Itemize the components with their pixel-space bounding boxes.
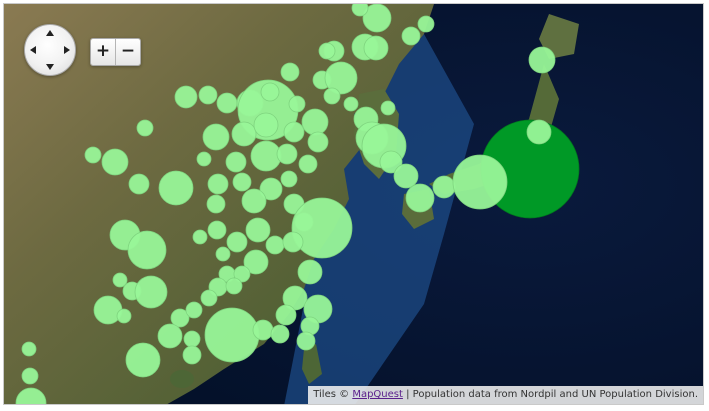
city-bubble[interactable] (250, 140, 282, 172)
city-bubble[interactable] (21, 341, 37, 357)
city-bubble[interactable] (196, 151, 212, 167)
city-bubble[interactable] (432, 175, 456, 199)
city-bubble[interactable] (243, 249, 269, 275)
city-bubble[interactable] (158, 170, 194, 206)
city-bubble[interactable] (323, 87, 341, 105)
arrow-left-icon[interactable] (30, 46, 36, 54)
city-bubble[interactable] (174, 85, 198, 109)
attribution-text: Population data from Nordpil and UN Popu… (412, 389, 698, 400)
city-bubble[interactable] (307, 131, 329, 153)
city-bubble[interactable] (241, 188, 267, 214)
satellite-map[interactable] (4, 4, 704, 405)
city-bubble[interactable] (259, 177, 283, 201)
city-bubble[interactable] (101, 148, 129, 176)
city-bubble[interactable] (204, 307, 260, 363)
city-bubble[interactable] (15, 387, 47, 405)
arrow-down-icon[interactable] (46, 64, 54, 70)
city-bubble[interactable] (116, 308, 132, 324)
city-bubble[interactable] (21, 367, 39, 385)
taiwan (302, 344, 322, 384)
city-bubble[interactable] (183, 330, 201, 348)
attribution-separator: | (406, 389, 410, 400)
city-bubble[interactable] (215, 246, 231, 262)
city-bubble[interactable] (245, 217, 271, 243)
japan-hokkaido (539, 14, 579, 59)
city-bubble[interactable] (231, 121, 257, 147)
city-bubble[interactable] (226, 231, 248, 253)
city-bubble[interactable] (528, 46, 556, 74)
population-bubbles (15, 4, 580, 405)
map-attribution: Tiles © MapQuest | Population data from … (308, 386, 703, 404)
mapquest-link[interactable]: MapQuest (352, 389, 403, 400)
city-bubble[interactable] (265, 235, 285, 255)
city-bubble[interactable] (192, 229, 208, 245)
city-bubble[interactable] (298, 154, 318, 174)
city-bubble[interactable] (401, 26, 421, 46)
city-bubble[interactable] (232, 172, 252, 192)
city-bubble[interactable] (379, 150, 403, 174)
city-bubble[interactable] (202, 123, 230, 151)
hainan (170, 370, 194, 388)
city-bubble[interactable] (393, 163, 419, 189)
city-bubble[interactable] (134, 275, 168, 309)
city-bubble[interactable] (128, 173, 150, 195)
city-bubble[interactable] (207, 220, 227, 240)
city-bubble[interactable] (182, 345, 202, 365)
city-bubble[interactable] (270, 324, 290, 344)
city-bubble[interactable] (185, 301, 203, 319)
city-bubble[interactable] (170, 308, 190, 328)
city-bubble[interactable] (282, 231, 304, 253)
city-bubble[interactable] (207, 173, 229, 195)
city-bubble[interactable] (291, 197, 353, 259)
city-bubble[interactable] (297, 259, 323, 285)
city-bubble[interactable] (301, 108, 329, 136)
city-bubble[interactable] (343, 96, 359, 112)
city-bubble[interactable] (198, 85, 218, 105)
city-bubble[interactable] (206, 194, 226, 214)
city-bubble[interactable] (112, 272, 128, 288)
city-bubble[interactable] (127, 230, 167, 270)
attribution-prefix: Tiles © (313, 389, 350, 400)
city-bubble[interactable] (275, 304, 297, 326)
city-bubble[interactable] (362, 4, 392, 33)
arrow-right-icon[interactable] (64, 46, 70, 54)
city-bubble[interactable] (452, 154, 508, 210)
city-bubble[interactable] (157, 323, 183, 349)
pan-control[interactable] (24, 24, 76, 76)
zoom-out-button[interactable]: − (115, 39, 140, 65)
city-bubble[interactable] (280, 62, 300, 82)
city-bubble[interactable] (136, 119, 154, 137)
city-bubble[interactable] (318, 42, 336, 60)
arrow-up-icon[interactable] (46, 30, 54, 36)
city-bubble[interactable] (260, 82, 280, 102)
city-bubble[interactable] (216, 92, 238, 114)
city-bubble[interactable] (253, 112, 279, 138)
city-bubble[interactable] (283, 121, 305, 143)
city-bubble[interactable] (252, 319, 274, 341)
city-bubble[interactable] (324, 61, 358, 95)
city-bubble[interactable] (417, 15, 435, 33)
city-bubble[interactable] (363, 35, 389, 61)
city-bubble[interactable] (380, 100, 396, 116)
city-bubble[interactable] (351, 4, 369, 17)
city-bubble[interactable] (200, 289, 218, 307)
city-bubble[interactable] (288, 95, 306, 113)
city-bubble[interactable] (84, 146, 102, 164)
city-bubble[interactable] (526, 119, 552, 145)
city-bubble[interactable] (280, 170, 298, 188)
city-bubble[interactable] (125, 342, 161, 378)
city-bubble[interactable] (405, 183, 435, 213)
zoom-control: + − (90, 38, 141, 66)
city-bubble[interactable] (225, 277, 243, 295)
map-viewport[interactable]: + − Tiles © MapQuest | Population data f… (3, 3, 704, 405)
city-bubble[interactable] (233, 265, 251, 283)
city-bubble[interactable] (225, 151, 247, 173)
zoom-in-button[interactable]: + (91, 39, 115, 65)
city-bubble[interactable] (276, 143, 298, 165)
city-bubble[interactable] (296, 331, 316, 351)
